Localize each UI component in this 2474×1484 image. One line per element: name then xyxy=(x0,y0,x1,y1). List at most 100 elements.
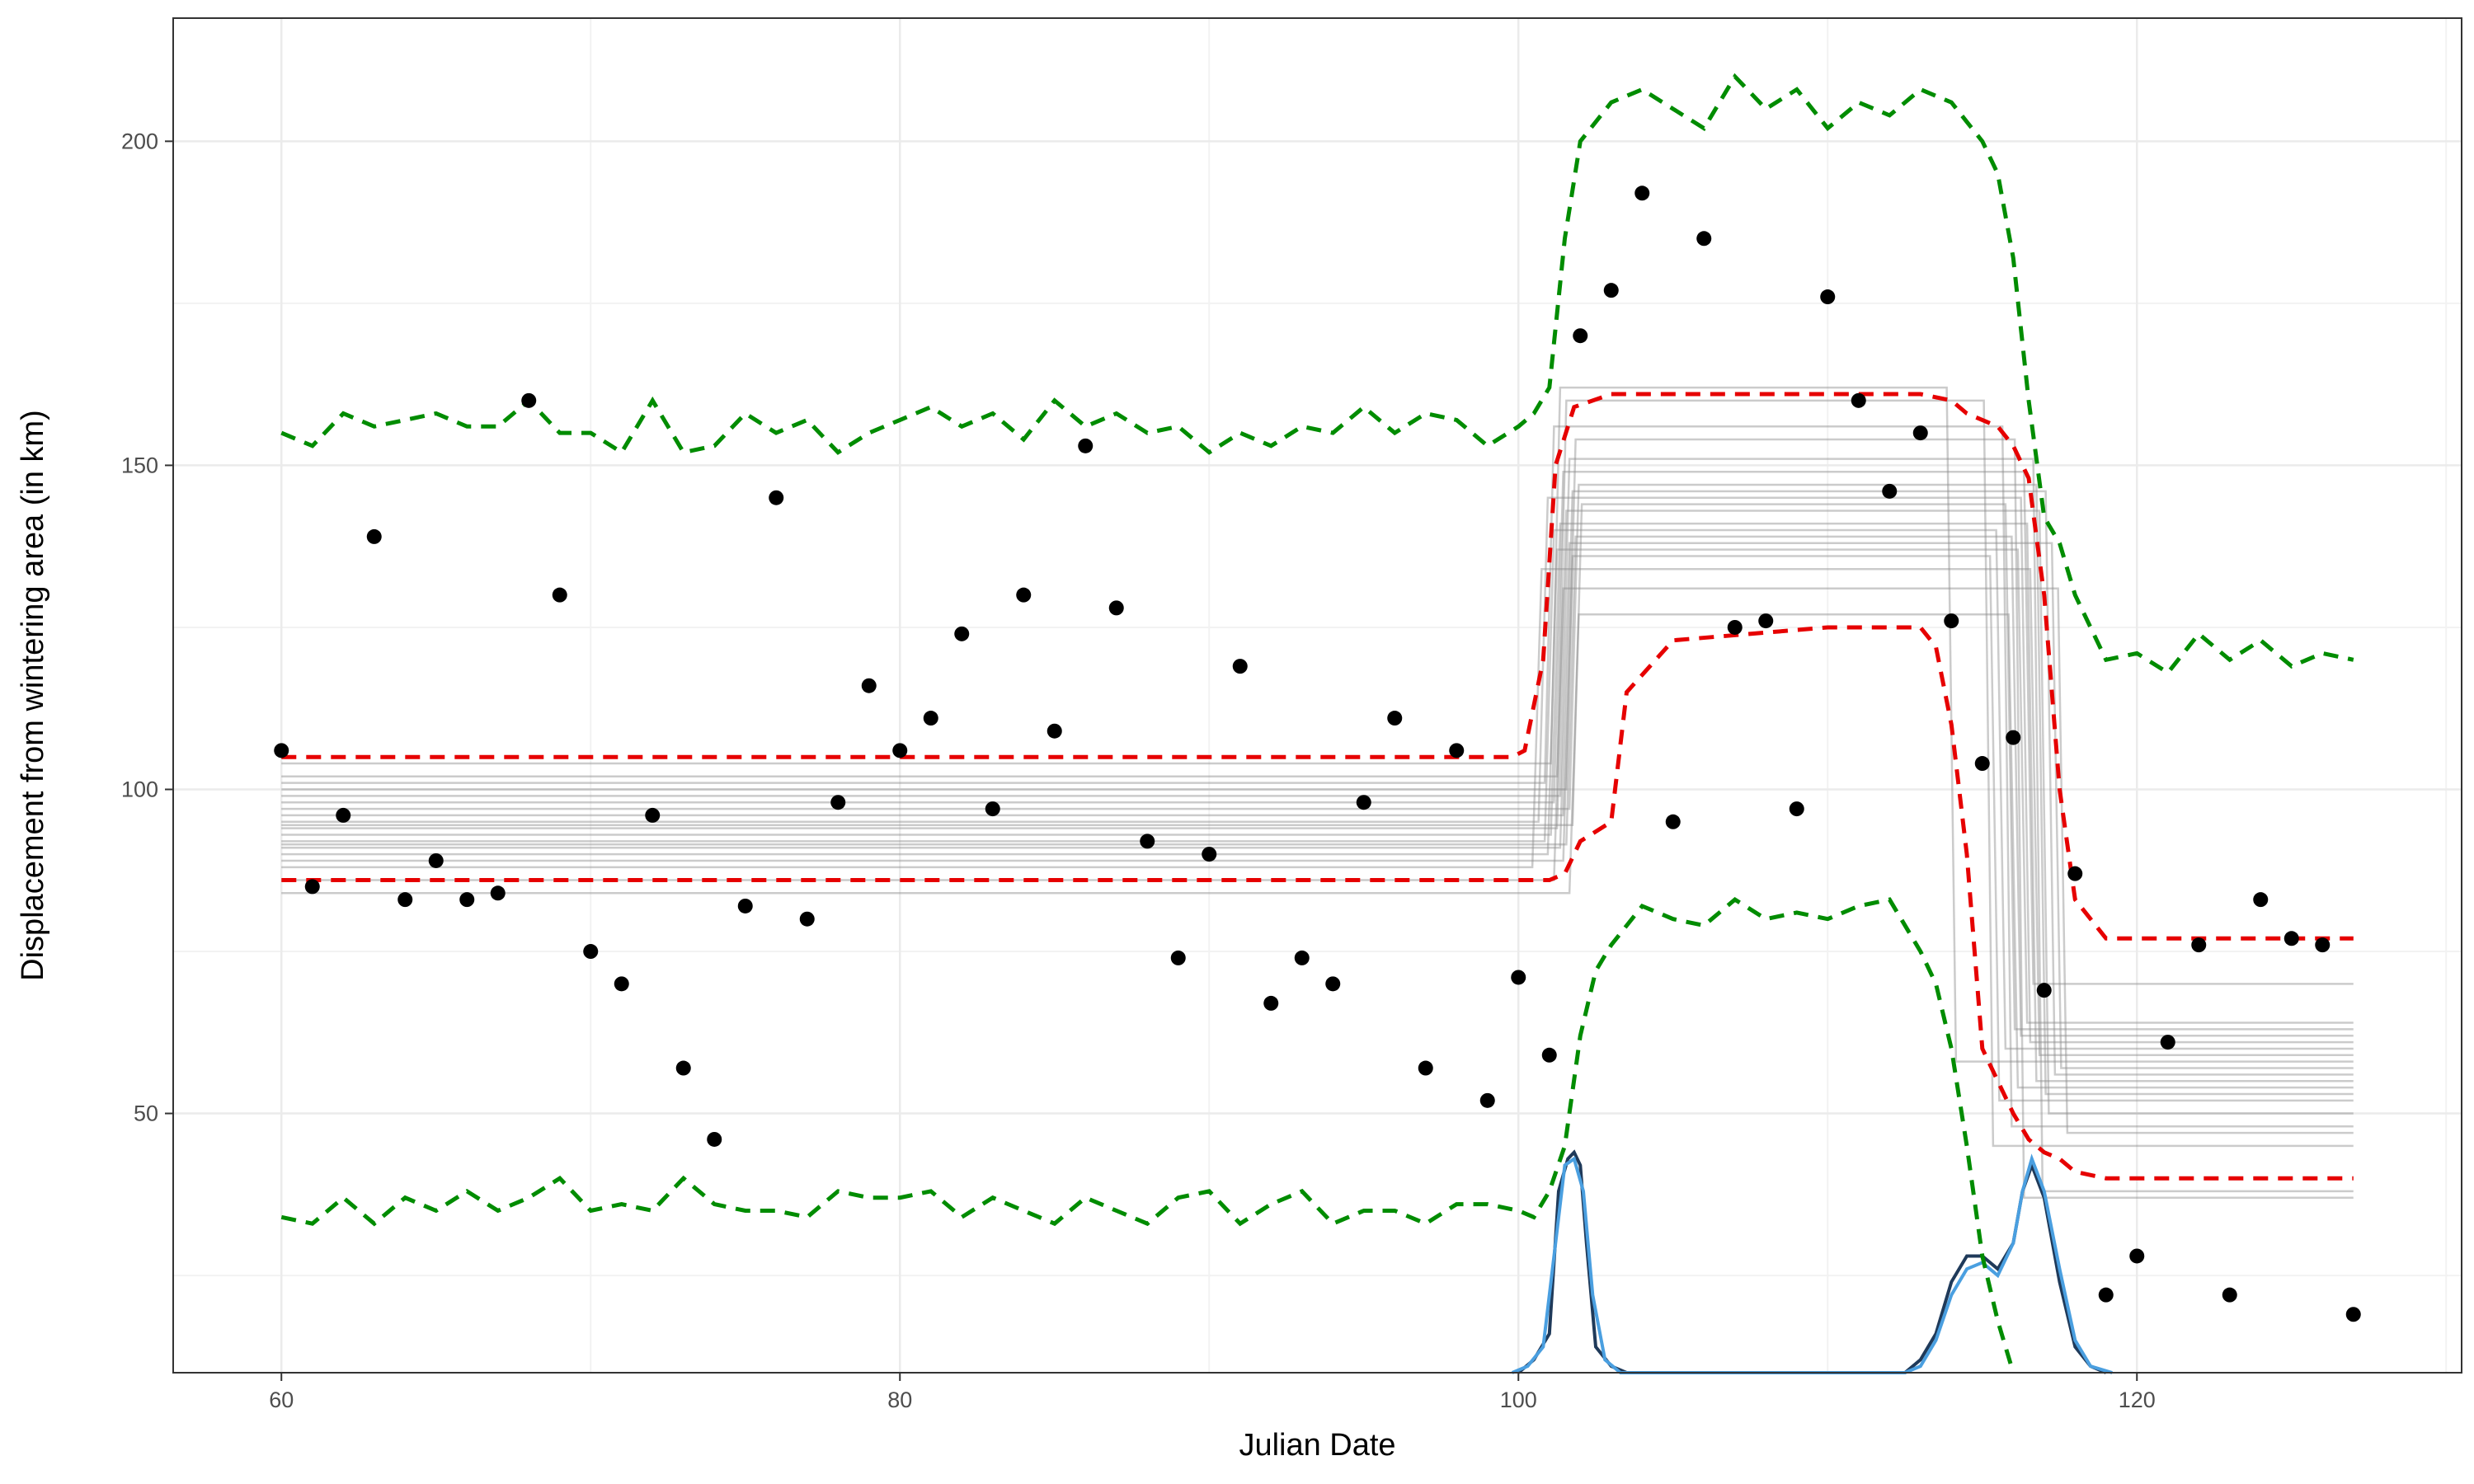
data-point xyxy=(397,892,413,908)
data-point xyxy=(2345,1307,2361,1322)
panel-border xyxy=(172,17,2462,1374)
data-point xyxy=(1078,438,1094,453)
data-point xyxy=(1573,328,1588,344)
data-point xyxy=(2222,1287,2237,1303)
data-point xyxy=(2036,983,2052,998)
step-model-line xyxy=(281,510,2354,1115)
data-point xyxy=(1202,847,1217,862)
data-point xyxy=(707,1131,722,1147)
data-point xyxy=(985,801,1000,817)
step-model-line xyxy=(281,483,2354,1096)
step-model-line xyxy=(281,542,2354,1069)
y-tick-label: 150 xyxy=(121,453,158,477)
data-point xyxy=(2160,1035,2175,1050)
data-point xyxy=(1449,743,1465,758)
x-tick-label: 120 xyxy=(2119,1388,2156,1412)
data-point xyxy=(892,743,908,758)
step-model-line xyxy=(281,503,2354,1031)
data-point xyxy=(1820,289,1836,305)
data-point xyxy=(1356,795,1371,810)
data-point xyxy=(1696,231,1712,247)
data-point xyxy=(1944,613,1959,629)
data-point xyxy=(366,528,382,544)
data-point xyxy=(1974,756,1990,772)
x-axis-title: Julian Date xyxy=(1239,1428,1395,1463)
data-point xyxy=(2191,937,2207,953)
step-model-line xyxy=(281,425,2354,1128)
data-point xyxy=(1418,1060,1433,1076)
data-point xyxy=(490,885,506,901)
data-point xyxy=(2129,1248,2145,1264)
data-point xyxy=(769,490,784,505)
data-point xyxy=(2315,937,2331,953)
data-point xyxy=(2006,730,2021,745)
x-tick-label: 60 xyxy=(269,1388,294,1412)
data-point xyxy=(1603,283,1619,298)
data-point xyxy=(1541,1047,1557,1063)
data-point xyxy=(923,711,938,726)
data-point xyxy=(954,626,970,641)
step-model-line xyxy=(281,438,2354,1199)
data-point xyxy=(1851,392,1866,408)
density-curve-dark xyxy=(1517,1149,2107,1374)
data-point xyxy=(861,678,877,693)
data-point xyxy=(1325,976,1341,992)
data-point xyxy=(830,795,846,810)
interval-bands xyxy=(280,73,2354,1374)
data-point xyxy=(521,392,537,408)
x-axis-ticks: 60 80 100 120 xyxy=(269,1373,2156,1412)
data-point xyxy=(428,852,444,868)
data-point xyxy=(1789,801,1804,817)
step-model-line xyxy=(281,555,2354,1102)
data-point xyxy=(2067,866,2083,881)
data-point xyxy=(645,807,661,823)
data-point xyxy=(675,1060,691,1076)
data-point xyxy=(614,976,629,992)
data-point xyxy=(1727,619,1743,635)
data-point xyxy=(1511,970,1526,985)
x-tick-label: 100 xyxy=(1500,1388,1537,1412)
data-point xyxy=(1232,659,1248,674)
data-point xyxy=(552,587,567,603)
data-point xyxy=(1758,613,1774,629)
step-model-line xyxy=(281,548,2354,1024)
step-model-line xyxy=(281,471,2354,985)
data-point xyxy=(583,944,599,960)
data-points xyxy=(274,186,2361,1322)
data-point xyxy=(304,879,320,895)
data-point xyxy=(274,743,289,758)
data-point xyxy=(1170,950,1186,965)
data-point xyxy=(1263,995,1279,1011)
outer-band-lower xyxy=(280,897,2015,1374)
step-model-line xyxy=(281,496,2354,1044)
data-point xyxy=(1479,1092,1495,1108)
data-point xyxy=(1882,483,1898,499)
data-point xyxy=(1294,950,1310,965)
step-model-line xyxy=(281,587,2354,1134)
grid-major xyxy=(173,18,2462,1373)
data-point xyxy=(336,807,351,823)
step-model-line xyxy=(281,522,2354,1082)
y-tick-label: 200 xyxy=(121,129,158,153)
data-point xyxy=(1047,723,1062,739)
data-point xyxy=(1665,814,1681,829)
data-point xyxy=(1140,834,1155,849)
data-point xyxy=(2098,1287,2114,1303)
y-tick-label: 50 xyxy=(134,1101,158,1126)
grid-minor xyxy=(173,18,2462,1373)
step-model-line xyxy=(281,490,2354,1076)
data-point xyxy=(2253,892,2269,908)
data-point xyxy=(737,898,753,913)
step-model-lines xyxy=(281,386,2354,1199)
step-model-line xyxy=(281,613,2354,1089)
outer-band-upper xyxy=(280,73,2354,676)
data-point xyxy=(1108,600,1124,616)
step-model-line xyxy=(281,535,2354,1037)
data-point xyxy=(459,892,475,908)
data-point xyxy=(1016,587,1032,603)
data-point xyxy=(799,911,815,927)
step-model-line xyxy=(281,458,2354,1193)
